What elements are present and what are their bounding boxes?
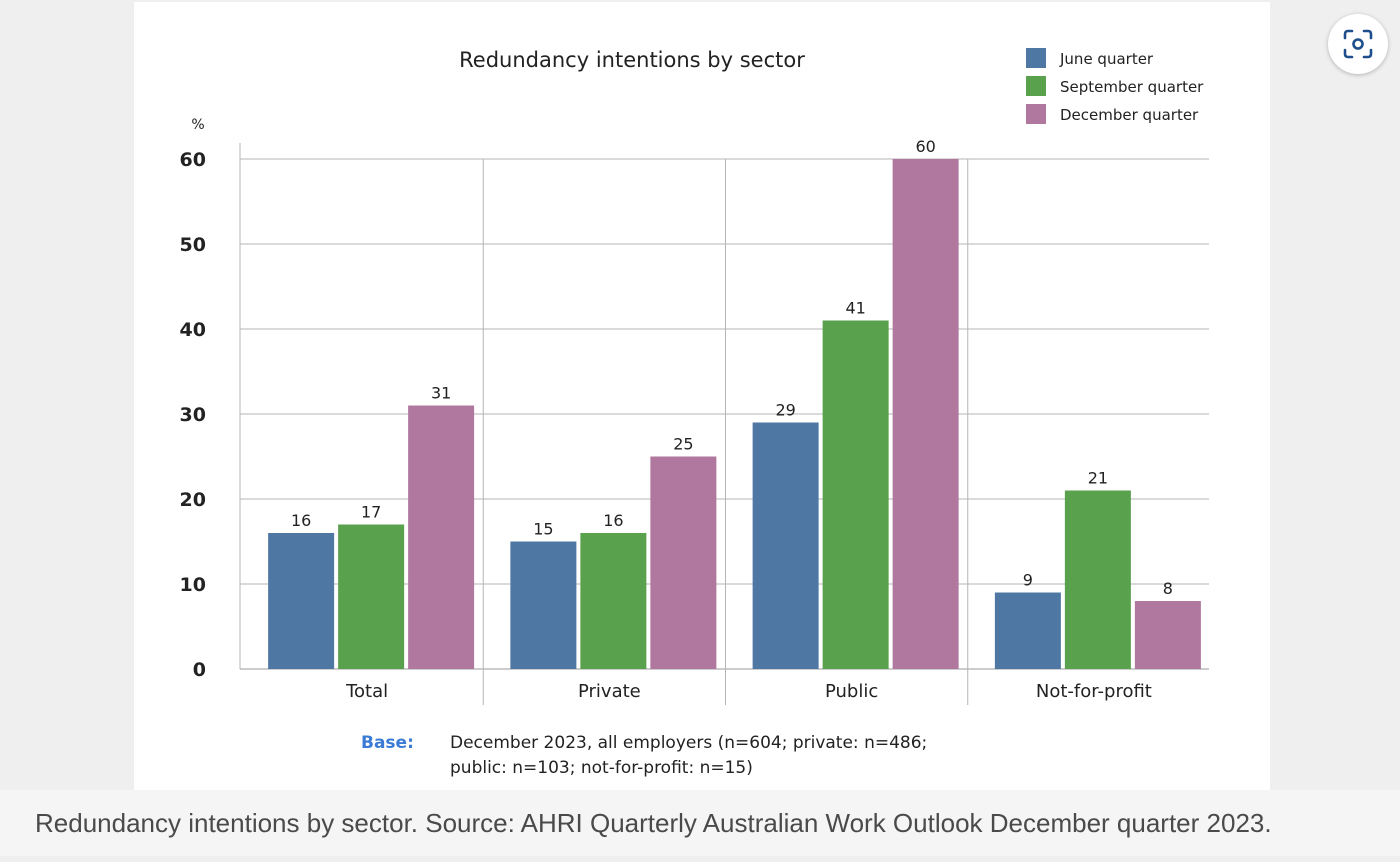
x-category-label: Not-for-profit xyxy=(1036,681,1152,702)
caption-bar: Redundancy intentions by sector. Source:… xyxy=(0,790,1400,856)
y-tick-label-60: 60 xyxy=(180,149,206,171)
bar-total-1 xyxy=(338,524,405,669)
bar-value-label: 41 xyxy=(845,299,865,318)
bar-chart: Redundancy intentions by sector % 0 10 20 3… xyxy=(180,48,1209,778)
y-tick-label-10: 10 xyxy=(180,574,206,596)
x-category-label: Public xyxy=(825,681,878,702)
bar-public-1 xyxy=(822,320,889,669)
x-category-label: Private xyxy=(578,681,641,702)
bar-public-2 xyxy=(892,159,959,669)
legend-swatch-2 xyxy=(1026,104,1046,124)
bar-public-0 xyxy=(752,422,819,669)
legend-swatch-1 xyxy=(1026,76,1046,96)
bar-not-for-profit-0 xyxy=(994,592,1061,669)
chart-title: Redundancy intentions by sector xyxy=(459,48,805,72)
bar-value-label: 21 xyxy=(1088,469,1108,488)
bar-not-for-profit-2 xyxy=(1134,601,1201,669)
y-tick-label-50: 50 xyxy=(180,234,206,256)
y-tick-label-0: 0 xyxy=(193,659,206,681)
bar-value-label: 9 xyxy=(1023,571,1033,590)
x-category-label: Total xyxy=(345,681,388,702)
bar-not-for-profit-1 xyxy=(1064,490,1131,669)
y-tick-label-30: 30 xyxy=(180,404,206,426)
bar-private-0 xyxy=(510,541,577,669)
base-line-1: December 2023, all employers (n=604; pri… xyxy=(450,733,927,753)
base-label: Base: xyxy=(361,733,414,753)
base-note: Base: December 2023, all employers (n=60… xyxy=(361,733,927,778)
y-axis-unit-label: % xyxy=(191,117,204,133)
scan-button[interactable] xyxy=(1328,14,1388,74)
legend-swatch-0 xyxy=(1026,48,1046,68)
figure-caption: Redundancy intentions by sector. Source:… xyxy=(35,808,1272,838)
y-tick-label-40: 40 xyxy=(180,319,206,341)
bar-value-label: 15 xyxy=(533,520,553,539)
legend-label-0: June quarter xyxy=(1059,50,1154,68)
y-tick-label-20: 20 xyxy=(180,489,206,511)
scan-focus-icon xyxy=(1343,29,1373,59)
chart-card: Redundancy intentions by sector % 0 10 20 3… xyxy=(134,2,1270,790)
base-line-2: public: n=103; not-for-profit: n=15) xyxy=(450,758,753,778)
bar-value-label: 16 xyxy=(291,511,311,530)
legend-label-1: September quarter xyxy=(1060,78,1204,96)
bar-value-label: 31 xyxy=(431,384,451,403)
bar-total-0 xyxy=(268,533,335,669)
bar-value-label: 8 xyxy=(1163,579,1173,598)
gridlines xyxy=(239,143,1209,705)
x-axis: Total Private Public Not-for-profit xyxy=(345,681,1152,702)
bar-value-label: 60 xyxy=(915,137,935,156)
bar-private-1 xyxy=(580,533,647,669)
bar-value-label: 25 xyxy=(673,435,693,454)
bars: 16 17 31 15 16 25 29 41 60 9 21 8 xyxy=(268,137,1201,669)
legend-label-2: December quarter xyxy=(1060,106,1199,124)
bar-value-label: 29 xyxy=(775,401,795,420)
bar-total-2 xyxy=(408,405,475,669)
bar-private-2 xyxy=(650,456,717,669)
bar-value-label: 16 xyxy=(603,511,623,530)
legend: June quarter September quarter December qu… xyxy=(1026,48,1204,124)
bar-value-label: 17 xyxy=(361,503,381,522)
y-axis: % 0 10 20 30 40 50 60 xyxy=(180,117,206,681)
